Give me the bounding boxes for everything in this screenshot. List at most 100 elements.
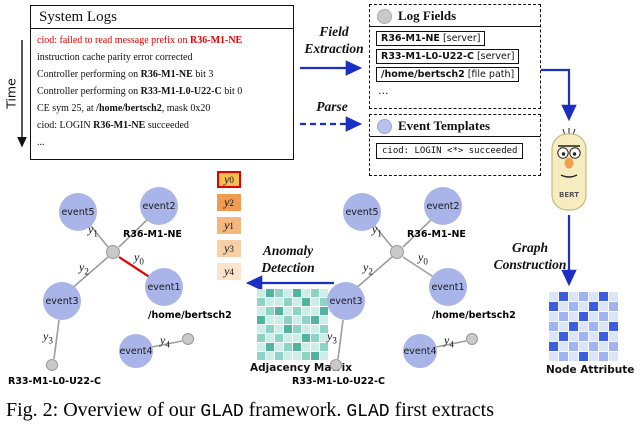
matrix-cell <box>275 334 283 342</box>
time-axis-label: Time <box>3 78 19 109</box>
matrix-cell <box>311 334 319 342</box>
matrix-cell <box>609 322 618 331</box>
edge-label-y4-right: y4 <box>444 333 454 350</box>
entity-node-right <box>390 245 404 259</box>
matrix-cell <box>589 342 598 351</box>
log-line: Controller performing on R36-M1-NE bit 3 <box>37 69 214 80</box>
matrix-cell <box>257 316 265 324</box>
matrix-cell <box>549 342 558 351</box>
matrix-cell <box>266 298 274 306</box>
event-templates-rows: ciod: LOGIN <*> succeeded <box>370 143 540 159</box>
edge-label-y1-right: y1 <box>372 222 382 239</box>
matrix-cell <box>569 302 578 311</box>
entity-node-left <box>106 245 120 259</box>
matrix-cell <box>549 312 558 321</box>
matrix-cell <box>569 342 578 351</box>
matrix-cell <box>589 292 598 301</box>
matrix-cell <box>302 334 310 342</box>
matrix-cell <box>275 307 283 315</box>
edge-label-y4-left: y4 <box>160 333 170 350</box>
matrix-cell <box>609 352 618 361</box>
matrix-cell <box>302 289 310 297</box>
event-templates-header: Event Templates <box>370 115 540 137</box>
field-extraction-line2: Extraction <box>304 40 364 56</box>
matrix-cell <box>569 292 578 301</box>
log-field-row: R33-M1-L0-U22-C [server] <box>376 49 520 64</box>
matrix-cell <box>320 316 328 324</box>
log-line: instruction cache parity error corrected <box>37 52 193 63</box>
matrix-cell <box>257 352 265 360</box>
entity-node-left <box>182 333 194 345</box>
log-field-row: R36-M1-NE [server] <box>376 31 486 46</box>
anomaly-line2: Detection <box>261 259 315 275</box>
matrix-cell <box>275 343 283 351</box>
matrix-cell <box>275 325 283 333</box>
matrix-cell <box>569 332 578 341</box>
matrix-cell <box>559 322 568 331</box>
matrix-cell <box>302 352 310 360</box>
matrix-cell <box>293 298 301 306</box>
matrix-cell <box>599 352 608 361</box>
matrix-cell <box>569 312 578 321</box>
matrix-cell <box>579 342 588 351</box>
matrix-cell <box>257 298 265 306</box>
graphcon-line1: Graph <box>511 240 548 255</box>
edge-label-y3-right: y3 <box>327 329 337 346</box>
entity-label-right: /home/bertsch2 <box>432 310 516 321</box>
edge-label-y0-right: y0 <box>418 250 428 267</box>
matrix-cell <box>266 307 274 315</box>
matrix-cell <box>275 352 283 360</box>
graph-node-event3-left: event3 <box>43 282 81 320</box>
matrix-cell <box>284 307 292 315</box>
graph-node-event1-right: event1 <box>429 268 467 306</box>
matrix-cell <box>293 307 301 315</box>
system-logs-panel: System Logs ciod: failed to read message… <box>30 5 294 160</box>
matrix-cell <box>257 334 265 342</box>
figure-caption: Fig. 2: Overview of our GLAD framework. … <box>6 399 640 422</box>
log-field-row: /home/bertsch2 [file path] <box>376 67 520 82</box>
matrix-cell <box>589 352 598 361</box>
graph-node-event4-right: event4 <box>403 334 437 368</box>
bert-icon: BERT <box>551 128 587 211</box>
matrix-cell <box>293 325 301 333</box>
matrix-cell <box>284 289 292 297</box>
event-templates-dot-icon <box>377 118 392 134</box>
matrix-cell <box>549 352 558 361</box>
matrix-cell <box>559 342 568 351</box>
matrix-cell <box>320 298 328 306</box>
matrix-cell <box>302 307 310 315</box>
parse-label: Parse <box>316 99 348 114</box>
matrix-cell <box>293 316 301 324</box>
log-line: CE sym 25, at /home/bertsch2, mask 0x20 <box>37 103 211 114</box>
matrix-cell <box>549 332 558 341</box>
matrix-cell <box>320 307 328 315</box>
matrix-cell <box>599 312 608 321</box>
matrix-cell <box>293 334 301 342</box>
matrix-cell <box>284 325 292 333</box>
matrix-cell <box>320 334 328 342</box>
event-templates-title: Event Templates <box>398 118 491 133</box>
matrix-cell <box>320 343 328 351</box>
caption-text: framework. <box>243 399 347 421</box>
log-line: Controller performing on R33-M1-L0-U22-C… <box>37 86 243 97</box>
graph-construction-label: Graph Construction <box>478 240 582 274</box>
matrix-cell <box>275 298 283 306</box>
matrix-cell <box>589 332 598 341</box>
matrix-cell <box>569 322 578 331</box>
matrix-cell <box>257 325 265 333</box>
matrix-cell <box>559 312 568 321</box>
entity-label-left: /home/bertsch2 <box>148 310 232 321</box>
caption-glad-term: GLAD <box>346 402 390 422</box>
fields-to-bert-arrow <box>541 68 577 122</box>
matrix-cell <box>579 312 588 321</box>
graph-node-event3-right: event3 <box>327 282 365 320</box>
caption-text: first extracts <box>389 399 494 421</box>
matrix-cell <box>311 352 319 360</box>
matrix-cell <box>275 289 283 297</box>
matrix-cell <box>284 334 292 342</box>
matrix-cell <box>266 316 274 324</box>
